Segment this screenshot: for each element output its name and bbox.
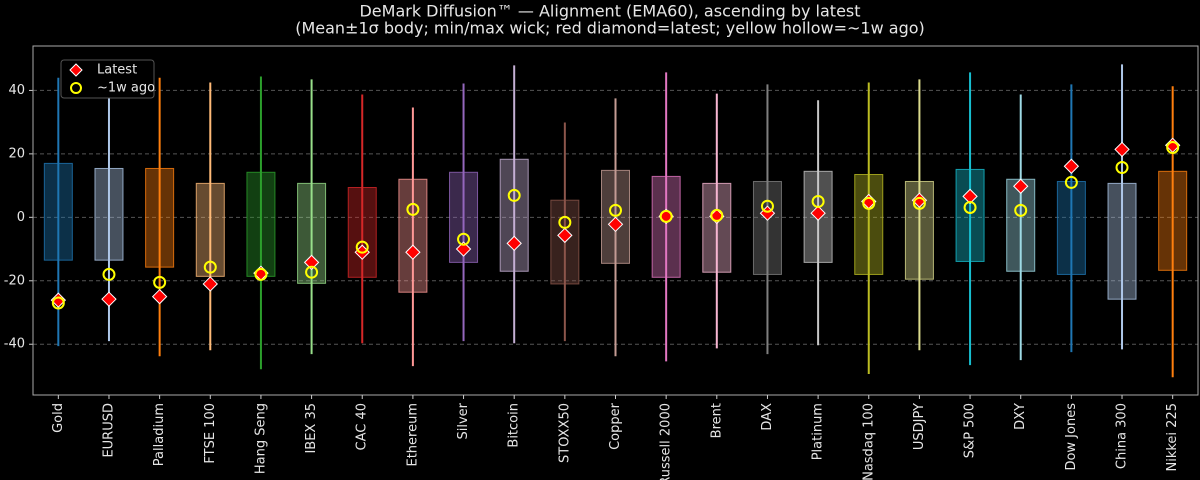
body xyxy=(854,173,884,275)
latest-marker xyxy=(911,192,928,208)
latest-marker xyxy=(1013,178,1029,194)
week-ago-marker xyxy=(305,265,319,279)
week-ago-marker xyxy=(1166,141,1180,155)
latest-marker xyxy=(607,216,624,233)
week-ago-marker xyxy=(254,267,268,281)
x-tick-label: DAX xyxy=(760,403,775,431)
x-tick-label: EURUSD xyxy=(101,403,116,458)
week-ago-marker xyxy=(153,275,167,289)
latest-marker xyxy=(506,235,522,252)
body xyxy=(145,167,175,268)
body xyxy=(1056,180,1086,275)
body xyxy=(246,171,276,277)
x-tick-label: China 300 xyxy=(1115,403,1130,469)
body xyxy=(43,162,73,261)
x-tick-label: Nasdaq 100 xyxy=(861,403,876,480)
latest-marker xyxy=(1063,158,1080,174)
y-tick-label: 40 xyxy=(8,83,25,98)
body xyxy=(1006,178,1036,272)
body xyxy=(1158,170,1188,271)
latest-marker xyxy=(405,244,421,260)
week-ago-marker xyxy=(457,232,471,246)
x-tick-label: FTSE 100 xyxy=(203,403,218,464)
x-tick-label: USDJPY xyxy=(912,403,927,450)
x-tick-label: Palladium xyxy=(152,403,167,466)
x-tick-label: Copper xyxy=(608,402,623,450)
week-ago-marker xyxy=(558,215,572,229)
week-ago-marker xyxy=(1115,161,1129,175)
x-tick-label: Ethereum xyxy=(405,403,420,467)
y-tick-label: -20 xyxy=(4,273,25,288)
y-tick-label: -40 xyxy=(4,337,25,352)
x-tick-label: Silver xyxy=(456,402,471,439)
latest-marker xyxy=(50,292,67,308)
latest-marker xyxy=(151,288,168,305)
x-tick-label: IBEX 35 xyxy=(304,403,319,454)
week-ago-marker xyxy=(355,240,369,254)
week-ago-marker xyxy=(862,196,876,210)
legend-marker xyxy=(69,63,83,77)
week-ago-marker xyxy=(811,194,825,208)
latest-marker xyxy=(202,276,218,292)
x-tick-label: S&P 500 xyxy=(963,403,978,458)
week-ago-marker xyxy=(760,199,774,213)
week-ago-marker xyxy=(1064,175,1078,189)
legend-label: ~1w ago xyxy=(97,81,155,96)
legend-marker xyxy=(70,82,82,94)
body xyxy=(955,168,985,262)
x-tick-label: STOXX50 xyxy=(557,403,572,463)
week-ago-marker xyxy=(963,200,977,214)
week-ago-marker xyxy=(406,202,420,216)
chart-subtitle: (Mean±1σ body; min/max wick; red diamond… xyxy=(295,19,925,38)
body xyxy=(398,178,428,293)
latest-marker xyxy=(810,205,826,221)
legend-box xyxy=(60,59,155,99)
x-tick-label: Dow Jones xyxy=(1064,403,1079,471)
latest-marker xyxy=(1114,141,1130,158)
week-ago-marker xyxy=(912,196,926,210)
body xyxy=(702,182,732,273)
x-tick-label: Brent xyxy=(709,403,724,438)
latest-marker xyxy=(101,291,117,307)
x-tick-label: CAC 40 xyxy=(355,403,370,451)
body xyxy=(94,167,124,261)
latest-marker xyxy=(557,227,573,244)
x-tick-label: Nikkei 225 xyxy=(1165,403,1180,472)
week-ago-marker xyxy=(203,260,217,274)
body xyxy=(752,180,782,275)
week-ago-marker xyxy=(1014,203,1028,217)
x-tick-label: Hang Seng xyxy=(253,403,268,474)
x-tick-label: Platinum xyxy=(811,403,826,460)
y-tick-label: 20 xyxy=(8,146,25,161)
body xyxy=(651,175,681,278)
week-ago-marker xyxy=(609,203,622,217)
body xyxy=(347,187,377,278)
week-ago-marker xyxy=(102,267,116,281)
week-ago-marker xyxy=(659,209,673,223)
y-tick-label: 0 xyxy=(17,210,25,225)
body xyxy=(1107,182,1137,300)
x-tick-label: Bitcoin xyxy=(507,403,522,448)
x-tick-label: DXY xyxy=(1013,403,1028,430)
body xyxy=(499,158,529,272)
week-ago-marker xyxy=(507,188,521,202)
week-ago-marker xyxy=(710,208,724,222)
latest-marker xyxy=(455,241,472,257)
legend-label: Latest xyxy=(97,63,137,78)
latest-marker xyxy=(303,254,320,271)
week-ago-marker xyxy=(51,296,65,310)
latest-marker xyxy=(962,188,978,205)
x-tick-label: Russell 2000 xyxy=(659,403,674,480)
chart-title: DeMark Diffusion™ — Alignment (EMA60), a… xyxy=(359,2,860,21)
x-tick-label: Gold xyxy=(51,403,66,433)
